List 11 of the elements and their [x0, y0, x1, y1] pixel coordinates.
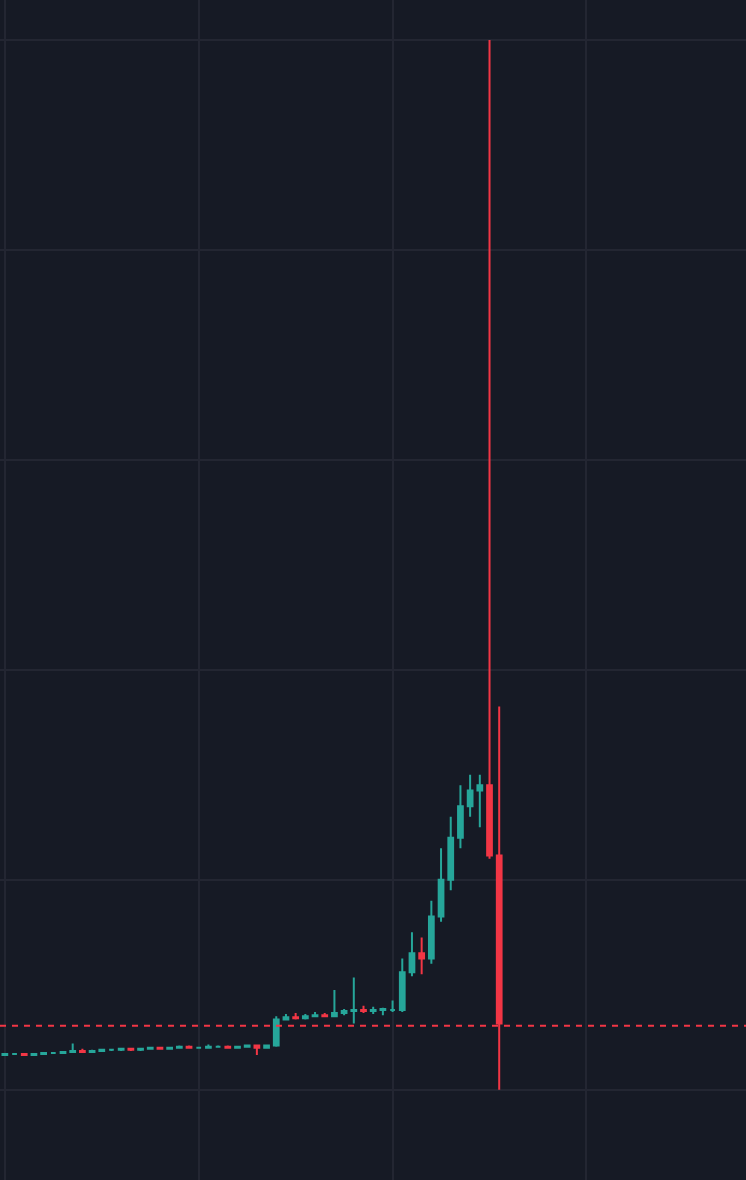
candlestick	[117, 1046, 125, 1052]
candlestick	[292, 1012, 300, 1021]
candlestick	[418, 936, 426, 976]
candlestick	[360, 1004, 367, 1015]
candlestick	[127, 1046, 135, 1052]
candlestick	[321, 1012, 329, 1019]
candlestick	[253, 1043, 261, 1057]
candlestick	[79, 1047, 86, 1053]
candlestick	[389, 999, 396, 1014]
candlestick	[205, 1043, 212, 1050]
candlestick	[20, 1051, 28, 1057]
